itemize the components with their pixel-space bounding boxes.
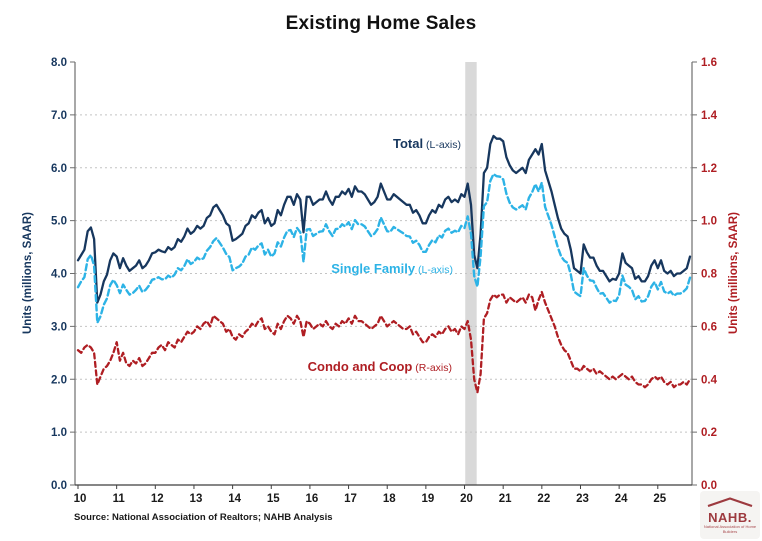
right-axis-title: Units (millions, SAAR): [728, 212, 740, 334]
x-tick-label: 25: [653, 493, 666, 505]
left-tick-label: 5.0: [51, 216, 67, 228]
chart-title: Existing Home Sales: [285, 13, 477, 34]
left-tick-label: 2.0: [51, 374, 67, 386]
right-tick-label: 0.8: [701, 269, 718, 281]
series-line-total: [76, 134, 692, 304]
left-axis-title: Units (millions, SAAR): [22, 212, 34, 334]
nahb-logo: NAHB. National Association of Home Build…: [700, 491, 760, 539]
right-tick-label: 0.4: [701, 374, 718, 386]
x-tick-label: 12: [151, 493, 164, 505]
x-tick-label: 16: [306, 493, 319, 505]
x-tick-label: 14: [228, 493, 241, 505]
x-tick-label: 22: [537, 493, 550, 505]
x-tick-label: 24: [615, 493, 628, 505]
x-tick-label: 19: [421, 493, 434, 505]
series-line-condo-and-coop: [76, 290, 692, 394]
right-tick-label: 0.2: [701, 427, 717, 439]
nahb-roof-icon: [707, 497, 753, 508]
left-tick-label: 3.0: [51, 321, 67, 333]
series-label-single-family: Single Family (L-axis): [331, 261, 453, 276]
left-tick-label: 0.0: [51, 480, 67, 492]
x-tick-label: 21: [499, 493, 512, 505]
left-tick-label: 8.0: [51, 57, 67, 69]
right-tick-label: 0.6: [701, 321, 717, 333]
right-tick-label: 1.0: [701, 216, 717, 228]
x-tick-label: 17: [344, 493, 357, 505]
left-tick-label: 4.0: [51, 269, 67, 281]
series-label-condo-and-coop: Condo and Coop (R-axis): [308, 359, 452, 374]
right-tick-label: 1.4: [701, 110, 718, 122]
series-line-single-family: [76, 172, 692, 324]
x-tick-label: 15: [267, 493, 280, 505]
x-tick-label: 11: [113, 493, 126, 505]
x-tick-label: 18: [383, 493, 396, 505]
nahb-logo-text: NAHB.: [708, 510, 752, 525]
right-tick-label: 1.6: [701, 57, 717, 69]
x-tick-label: 13: [190, 493, 203, 505]
source-note: Source: National Association of Realtors…: [74, 512, 333, 523]
left-tick-label: 1.0: [51, 427, 67, 439]
x-tick-label: 10: [74, 493, 87, 505]
right-tick-label: 0.0: [701, 480, 717, 492]
x-tick-label: 23: [576, 493, 589, 505]
x-tick-label: 20: [460, 493, 473, 505]
left-tick-label: 6.0: [51, 163, 67, 175]
nahb-logo-subtext: National Association of Home Builders: [703, 524, 757, 534]
right-tick-label: 1.2: [701, 163, 717, 175]
left-tick-label: 7.0: [51, 110, 67, 122]
series-label-total: Total (L-axis): [393, 136, 461, 151]
